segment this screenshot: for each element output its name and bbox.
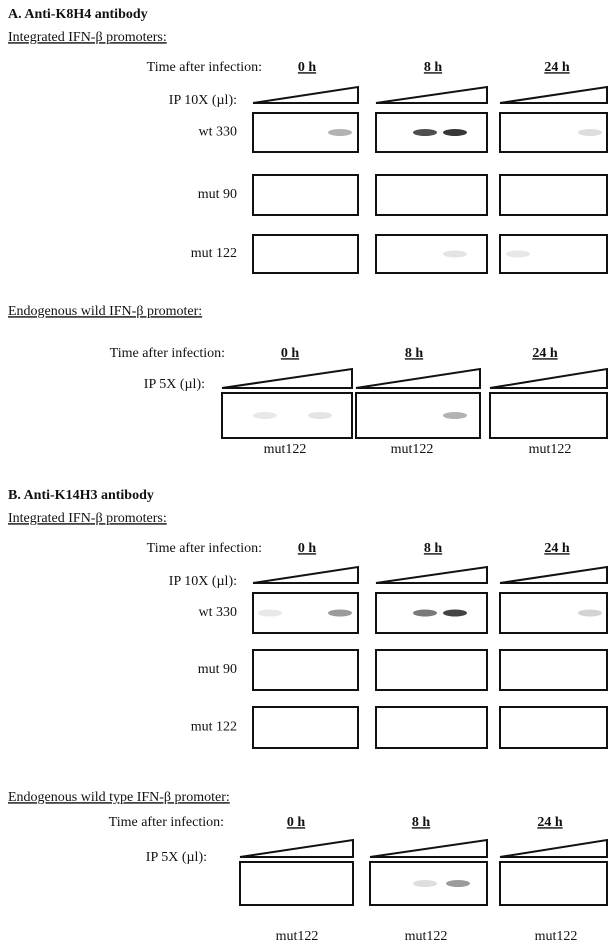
gel-box [500, 707, 607, 748]
lane-label: mut122 [535, 929, 578, 944]
time-label: Time after infection: [109, 815, 224, 830]
gel-band [413, 129, 437, 136]
titration-wedge [356, 369, 480, 388]
timepoint: 8 h [424, 541, 443, 556]
timepoint: 0 h [281, 346, 300, 361]
gel-band [506, 251, 530, 258]
subsection-title: Integrated IFN-β promoters: [8, 30, 167, 45]
gel-box [253, 650, 358, 690]
section-title: B. Anti-K14H3 antibody [8, 488, 154, 503]
gel-box [222, 393, 352, 438]
time-label: Time after infection: [147, 60, 262, 75]
timepoint: 0 h [298, 541, 317, 556]
lane-label: mut122 [276, 929, 319, 944]
titration-wedge [222, 369, 352, 388]
gel-box [253, 235, 358, 273]
row-label: mut 122 [191, 720, 237, 735]
gel-box [376, 707, 487, 748]
gel-band [443, 610, 467, 617]
gel-box [376, 235, 487, 273]
titration-wedge [500, 567, 607, 583]
gel-band [258, 610, 282, 617]
gel-box [500, 650, 607, 690]
gel-box [490, 393, 607, 438]
ip-label: IP 5X (µl): [144, 377, 205, 392]
timepoint: 24 h [544, 541, 570, 556]
titration-wedge [500, 87, 607, 103]
gel-band [413, 610, 437, 617]
subsection-title: Endogenous wild IFN-β promoter: [8, 304, 202, 319]
gel-box [253, 707, 358, 748]
timepoint: 24 h [537, 815, 563, 830]
subsection-title: Endogenous wild type IFN-β promoter: [8, 790, 230, 805]
gel-band [578, 610, 602, 617]
time-label: Time after infection: [147, 541, 262, 556]
gel-band [443, 251, 467, 258]
row-label: mut 90 [198, 662, 237, 677]
timepoint: 24 h [544, 60, 570, 75]
gel-box [240, 862, 353, 905]
ip-label: IP 10X (µl): [169, 574, 237, 589]
gel-band [413, 880, 437, 887]
timepoint: 8 h [405, 346, 424, 361]
gel-band [328, 129, 352, 136]
titration-wedge [240, 840, 353, 857]
gel-box [500, 862, 607, 905]
figure: A. Anti-K8H4 antibody Integrated IFN-β pr… [0, 0, 609, 945]
ip-label: IP 10X (µl): [169, 93, 237, 108]
ip-label: IP 5X (µl): [146, 850, 207, 865]
row-label: wt 330 [199, 125, 238, 140]
row-label: mut 90 [198, 187, 237, 202]
gel-band [443, 129, 467, 136]
timepoint: 24 h [532, 346, 558, 361]
lane-label: mut122 [391, 442, 434, 457]
titration-wedge [500, 840, 607, 857]
gel-band [328, 610, 352, 617]
titration-wedge [376, 567, 487, 583]
titration-wedge [376, 87, 487, 103]
lane-label: mut122 [529, 442, 572, 457]
titration-wedge [253, 567, 358, 583]
timepoint: 0 h [298, 60, 317, 75]
timepoint: 0 h [287, 815, 306, 830]
row-label: wt 330 [199, 605, 238, 620]
time-label: Time after infection: [110, 346, 225, 361]
row-label: mut 122 [191, 246, 237, 261]
section-title: A. Anti-K8H4 antibody [8, 7, 148, 22]
gel-band [443, 412, 467, 419]
page: A. Anti-K8H4 antibody Integrated IFN-β pr… [0, 0, 609, 945]
gel-box [500, 175, 607, 215]
gel-band [446, 880, 470, 887]
gel-band [308, 412, 332, 419]
lane-label: mut122 [264, 442, 307, 457]
subsection-title: Integrated IFN-β promoters: [8, 511, 167, 526]
timepoint: 8 h [412, 815, 431, 830]
gel-band [253, 412, 277, 419]
titration-wedge [490, 369, 607, 388]
timepoint: 8 h [424, 60, 443, 75]
gel-box [253, 175, 358, 215]
titration-wedge [253, 87, 358, 103]
gel-band [578, 129, 602, 136]
lane-label: mut122 [405, 929, 448, 944]
gel-box [376, 175, 487, 215]
titration-wedge [370, 840, 487, 857]
gel-box [376, 650, 487, 690]
